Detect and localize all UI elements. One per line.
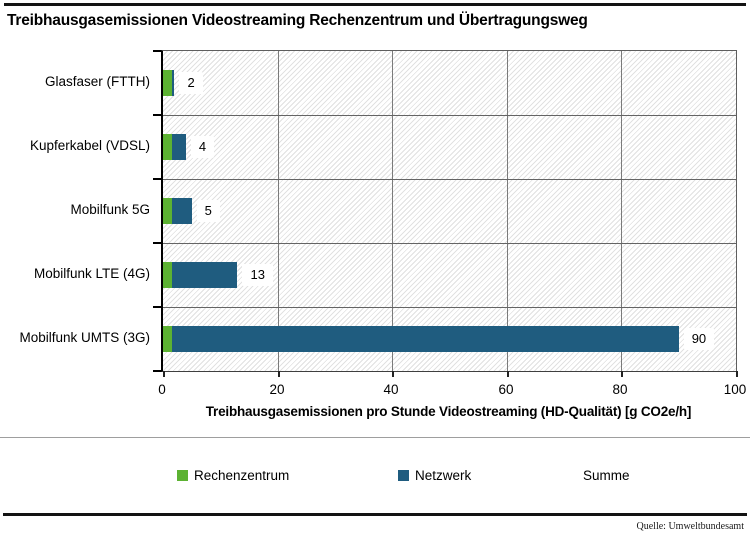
category-label: Mobilfunk UMTS (3G) [19, 330, 150, 345]
x-tick-label: 20 [269, 382, 285, 397]
legend-item-netzwerk: Netzwerk [398, 466, 471, 484]
value-label: 90 [683, 328, 715, 350]
y-axis-tick [153, 178, 161, 180]
y-axis-tick [153, 114, 161, 116]
legend-label: Summe [583, 467, 630, 483]
x-axis-tick [392, 371, 394, 377]
bottom-divider [3, 513, 747, 516]
bar-segment-rechenzentrum [163, 70, 172, 96]
value-label: 13 [242, 264, 273, 286]
legend: Rechenzentrum Netzwerk Summe [0, 466, 750, 486]
band-separator [163, 243, 736, 244]
legend-swatch-icon [177, 469, 188, 481]
value-label: 2 [179, 72, 203, 94]
gridline-x-40 [392, 51, 393, 371]
gridline-x-60 [507, 51, 508, 371]
y-axis-tick [153, 242, 161, 244]
x-axis-tick [736, 371, 738, 377]
x-axis-tick [278, 371, 280, 377]
chart-title: Treibhausgasemissionen Videostreaming Re… [7, 12, 588, 29]
value-label: 5 [196, 200, 220, 222]
category-axis: Glasfaser (FTTH) Kupferkabel (VDSL) Mobilf… [0, 50, 150, 370]
legend-item-summe: Summe [583, 466, 630, 484]
bar-segment-rechenzentrum [163, 262, 172, 288]
band-separator [163, 179, 736, 180]
x-tick-label: 0 [158, 382, 166, 397]
band-separator [163, 307, 736, 308]
category-label: Mobilfunk 5G [70, 202, 150, 217]
x-axis-tick [621, 371, 623, 377]
legend-divider [0, 437, 750, 438]
top-divider [4, 3, 746, 6]
bar-segment-rechenzentrum [163, 198, 172, 224]
bar-segment-netzwerk [171, 262, 238, 288]
x-axis-title: Treibhausgasemissionen pro Stunde Videos… [205, 404, 692, 419]
source-note: Quelle: Umweltbundesamt [636, 521, 744, 532]
bar-segment-netzwerk [171, 326, 679, 352]
band-separator [163, 115, 736, 116]
x-tick-label: 60 [498, 382, 514, 397]
category-label: Glasfaser (FTTH) [44, 74, 150, 89]
legend-item-rechenzentrum: Rechenzentrum [177, 466, 289, 484]
x-axis-tick-labels: 0 20 40 60 80 100 [158, 382, 746, 400]
bar-segment-netzwerk [171, 134, 186, 160]
category-label: Mobilfunk LTE (4G) [33, 266, 150, 281]
bar-segment-netzwerk [171, 198, 192, 224]
legend-label: Netzwerk [415, 467, 472, 483]
bar-segment-rechenzentrum [163, 326, 172, 352]
x-tick-label: 40 [383, 382, 399, 397]
gridline-x-20 [278, 51, 279, 371]
category-label: Kupferkabel (VDSL) [29, 138, 150, 153]
x-tick-label: 100 [723, 382, 747, 397]
x-tick-label: 80 [612, 382, 628, 397]
value-label: 4 [190, 136, 215, 158]
plot-area: 2 4 5 13 90 [153, 50, 738, 377]
y-axis-tick [153, 370, 161, 372]
x-axis-tick [163, 371, 165, 377]
y-axis-tick [153, 50, 161, 52]
legend-swatch-icon [398, 469, 409, 481]
legend-label: Rechenzentrum [194, 467, 290, 483]
bar-segment-netzwerk [171, 70, 175, 96]
y-axis-tick [153, 306, 161, 308]
x-axis-tick [507, 371, 509, 377]
gridline-x-80 [621, 51, 622, 371]
bar-segment-rechenzentrum [163, 134, 172, 160]
